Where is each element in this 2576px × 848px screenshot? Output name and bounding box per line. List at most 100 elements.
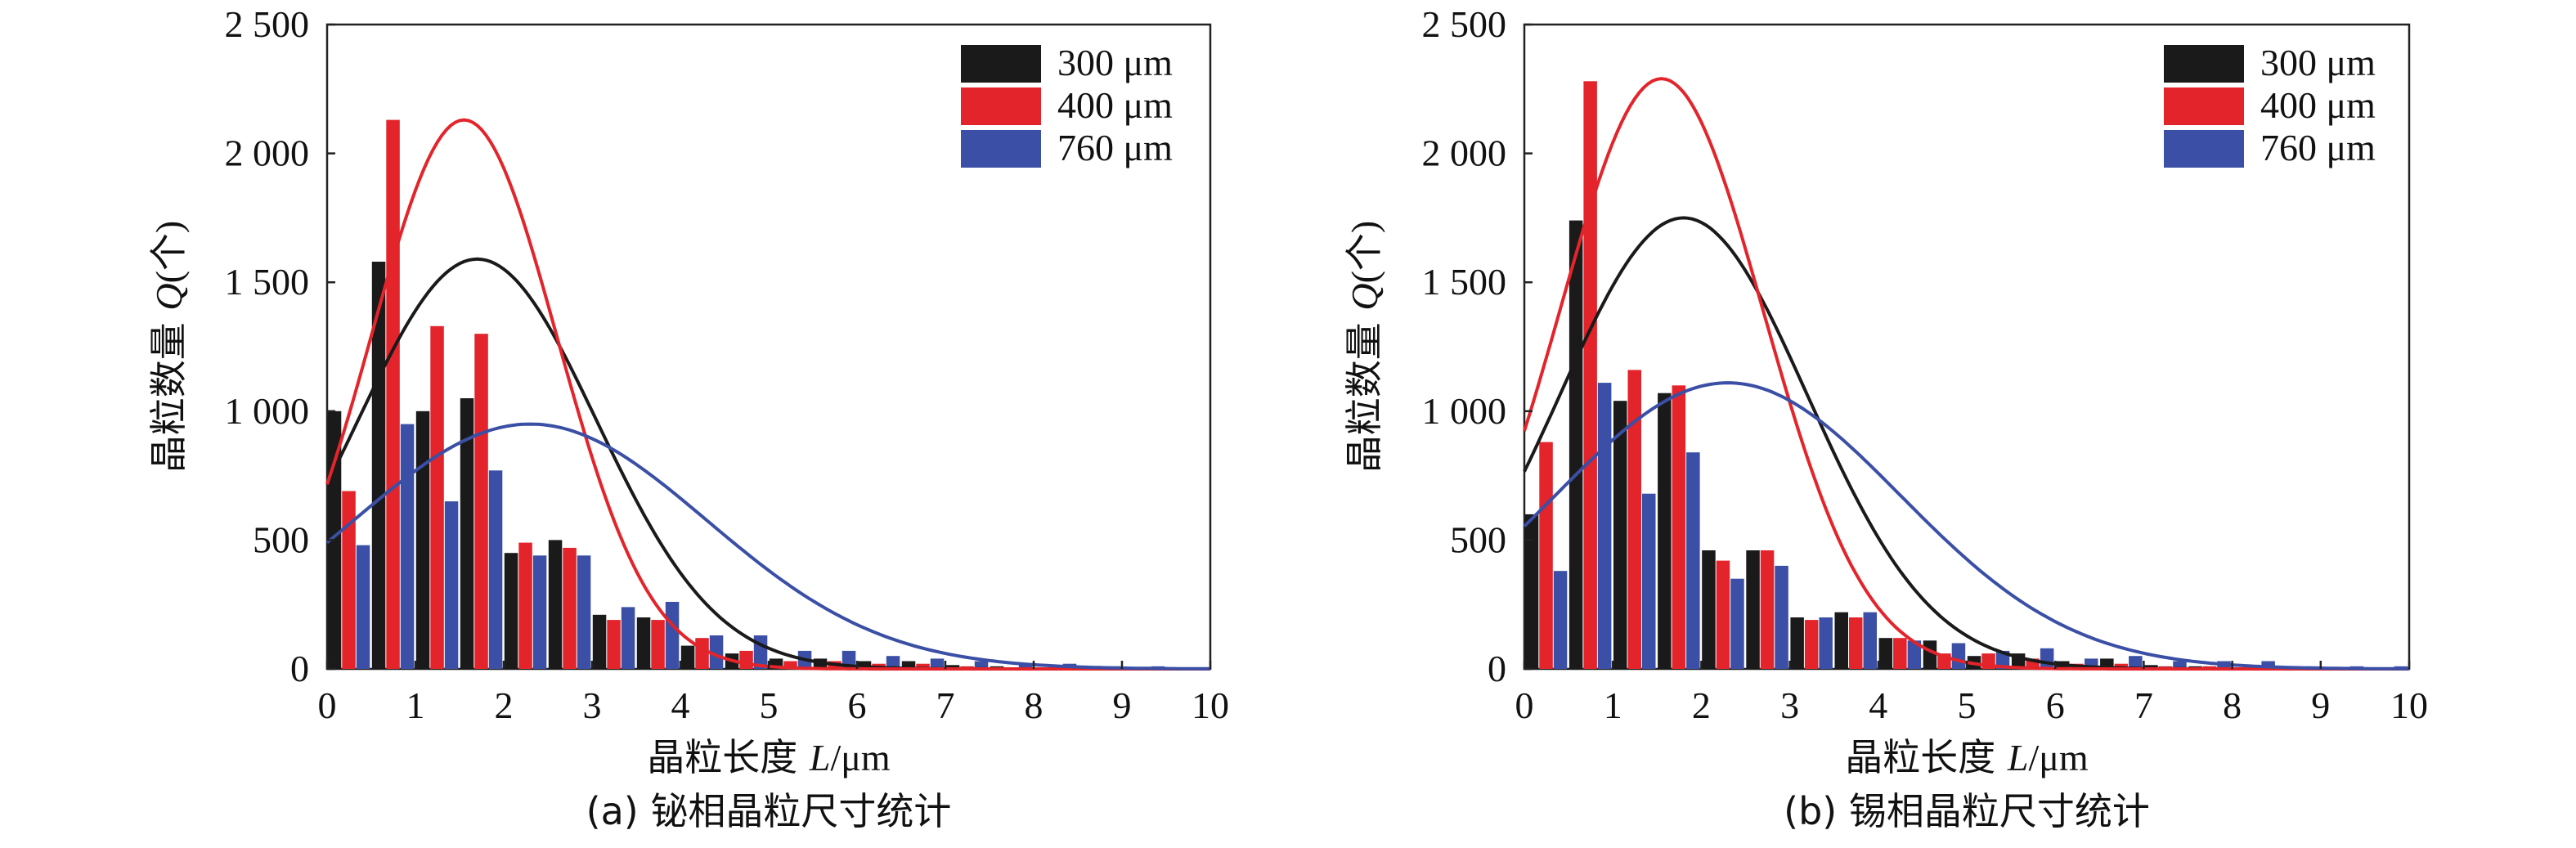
bar-black-bin-8	[680, 645, 695, 669]
bar-black-bin-2	[1613, 401, 1627, 669]
legend-label: 300 μm	[1057, 42, 1173, 83]
x-tick-label: 9	[2311, 684, 2330, 726]
y-tick-label: 2 500	[1422, 3, 1507, 45]
bar-black-bin-7	[636, 617, 651, 669]
x-tick-label: 10	[2390, 684, 2428, 726]
bar-blue-bin-6	[621, 607, 635, 669]
bar-black-bin-8	[1878, 638, 1893, 669]
x-tick-label: 4	[671, 684, 690, 726]
bar-red-bin-13	[2114, 663, 2129, 669]
bar-red-bin-8	[695, 638, 709, 669]
y-tick-label: 1 000	[1422, 390, 1507, 432]
y-axis-label: 晶粒数量 Q(个)	[1342, 221, 1386, 473]
bar-red-bin-4	[518, 542, 532, 669]
bar-black-bin-0	[1524, 514, 1539, 669]
legend-label: 400 μm	[2260, 84, 2376, 126]
bar-black-bin-1	[1568, 220, 1583, 670]
bar-blue-bin-12	[886, 656, 900, 669]
bar-black-bin-6	[1790, 617, 1804, 669]
bar-black-bin-5	[1746, 550, 1760, 669]
bar-blue-bin-8	[709, 635, 724, 669]
bar-black-bin-14	[945, 665, 960, 669]
axis-ticks: 0 1 2 3 4 5 6 7 8 9 10 0 500 1 000 1 500 2 000 2 500	[1422, 3, 2429, 726]
x-tick-label: 2	[1692, 684, 1711, 726]
x-tick-label: 0	[318, 684, 337, 726]
fit-curve-black	[1523, 216, 2409, 671]
y-tick-label: 1 500	[225, 261, 310, 303]
legend-label: 300 μm	[2260, 42, 2376, 83]
legend-label: 760 μm	[2260, 127, 2376, 168]
x-tick-label: 2	[495, 684, 514, 726]
bar-black-bin-4	[504, 553, 518, 669]
panel-caption: (b) 锡相晶粒尺寸统计	[1784, 789, 2150, 833]
bar-red-bin-6	[1804, 620, 1819, 669]
bar-red-bin-6	[607, 620, 621, 669]
bar-black-bin-12	[857, 661, 872, 669]
legend-swatch-black	[2164, 45, 2244, 83]
bar-blue-bin-9	[1951, 643, 1966, 669]
bar-red-bin-2	[1627, 370, 1641, 669]
y-tick-label: 0	[1488, 648, 1506, 689]
x-tick-label: 7	[2134, 684, 2153, 726]
x-tick-label: 1	[1604, 684, 1622, 726]
bar-red-bin-7	[651, 620, 665, 669]
bar-blue-bin-5	[1775, 565, 1788, 669]
y-tick-label: 500	[253, 518, 309, 560]
bar-blue-bin-2	[444, 501, 459, 669]
bar-blue-bin-2	[1642, 493, 1656, 669]
bar-blue-bin-1	[1597, 383, 1612, 669]
bar-blue-bin-1	[400, 424, 415, 669]
bar-black-bin-2	[415, 411, 430, 669]
bar-red-bin-1	[386, 119, 400, 670]
legend-swatch-red	[2164, 87, 2244, 125]
x-tick-label: 5	[760, 684, 779, 726]
bar-blue-bin-4	[532, 555, 547, 669]
legend-swatch-black	[961, 45, 1041, 83]
y-tick-label: 2 500	[225, 3, 310, 45]
y-tick-label: 1 500	[1422, 261, 1507, 303]
x-tick-label: 1	[406, 684, 425, 726]
bar-blue-bin-7	[1863, 612, 1877, 669]
x-tick-label: 7	[936, 684, 955, 726]
bar-black-bin-3	[1658, 393, 1672, 669]
y-tick-label: 0	[290, 648, 309, 689]
bar-red-bin-13	[916, 663, 930, 669]
bar-blue-bin-14	[2173, 661, 2187, 669]
bar-black-bin-13	[901, 661, 916, 669]
y-tick-label: 2 000	[225, 132, 310, 174]
bar-blue-bin-13	[2129, 656, 2143, 669]
bar-red-bin-2	[430, 325, 444, 669]
bar-black-bin-4	[1702, 550, 1716, 669]
bar-blue-bin-16	[2261, 661, 2275, 669]
x-tick-label: 4	[1869, 684, 1887, 726]
x-tick-label: 5	[1958, 684, 1977, 726]
x-tick-label: 9	[1113, 684, 1132, 726]
y-axis-label: 晶粒数量 Q(个)	[146, 221, 191, 473]
bar-red-bin-0	[1539, 442, 1553, 669]
y-tick-label: 500	[1450, 518, 1506, 560]
bar-blue-bin-13	[930, 658, 945, 669]
bar-blue-bin-11	[2040, 648, 2054, 669]
x-axis-label: 晶粒长度 L/μm	[1845, 735, 2089, 779]
x-tick-label: 8	[1025, 684, 1043, 726]
x-tick-label: 10	[1192, 684, 1229, 726]
bar-red-bin-10	[783, 661, 797, 669]
x-tick-label: 8	[2223, 684, 2242, 726]
bar-red-bin-5	[563, 547, 577, 669]
bar-blue-bin-0	[1553, 571, 1568, 669]
y-tick-label: 1 000	[225, 390, 310, 432]
panel-a: 0 1 2 3 4 5 6 7 8 9 10 0 500 1 000 1 500 2 000 2 500 300…	[146, 3, 1229, 833]
bar-black-bin-6	[592, 614, 607, 669]
x-tick-label: 3	[1780, 684, 1799, 726]
y-tick-label: 2 000	[1422, 132, 1507, 174]
x-axis-label: 晶粒长度 L/μm	[647, 735, 891, 779]
bar-blue-bin-7	[665, 602, 680, 669]
bar-red-bin-0	[342, 491, 356, 669]
x-tick-label: 6	[2046, 684, 2065, 726]
fit-curve-red	[325, 118, 1210, 671]
bar-blue-bin-15	[1018, 663, 1033, 669]
bar-blue-bin-4	[1730, 578, 1744, 669]
